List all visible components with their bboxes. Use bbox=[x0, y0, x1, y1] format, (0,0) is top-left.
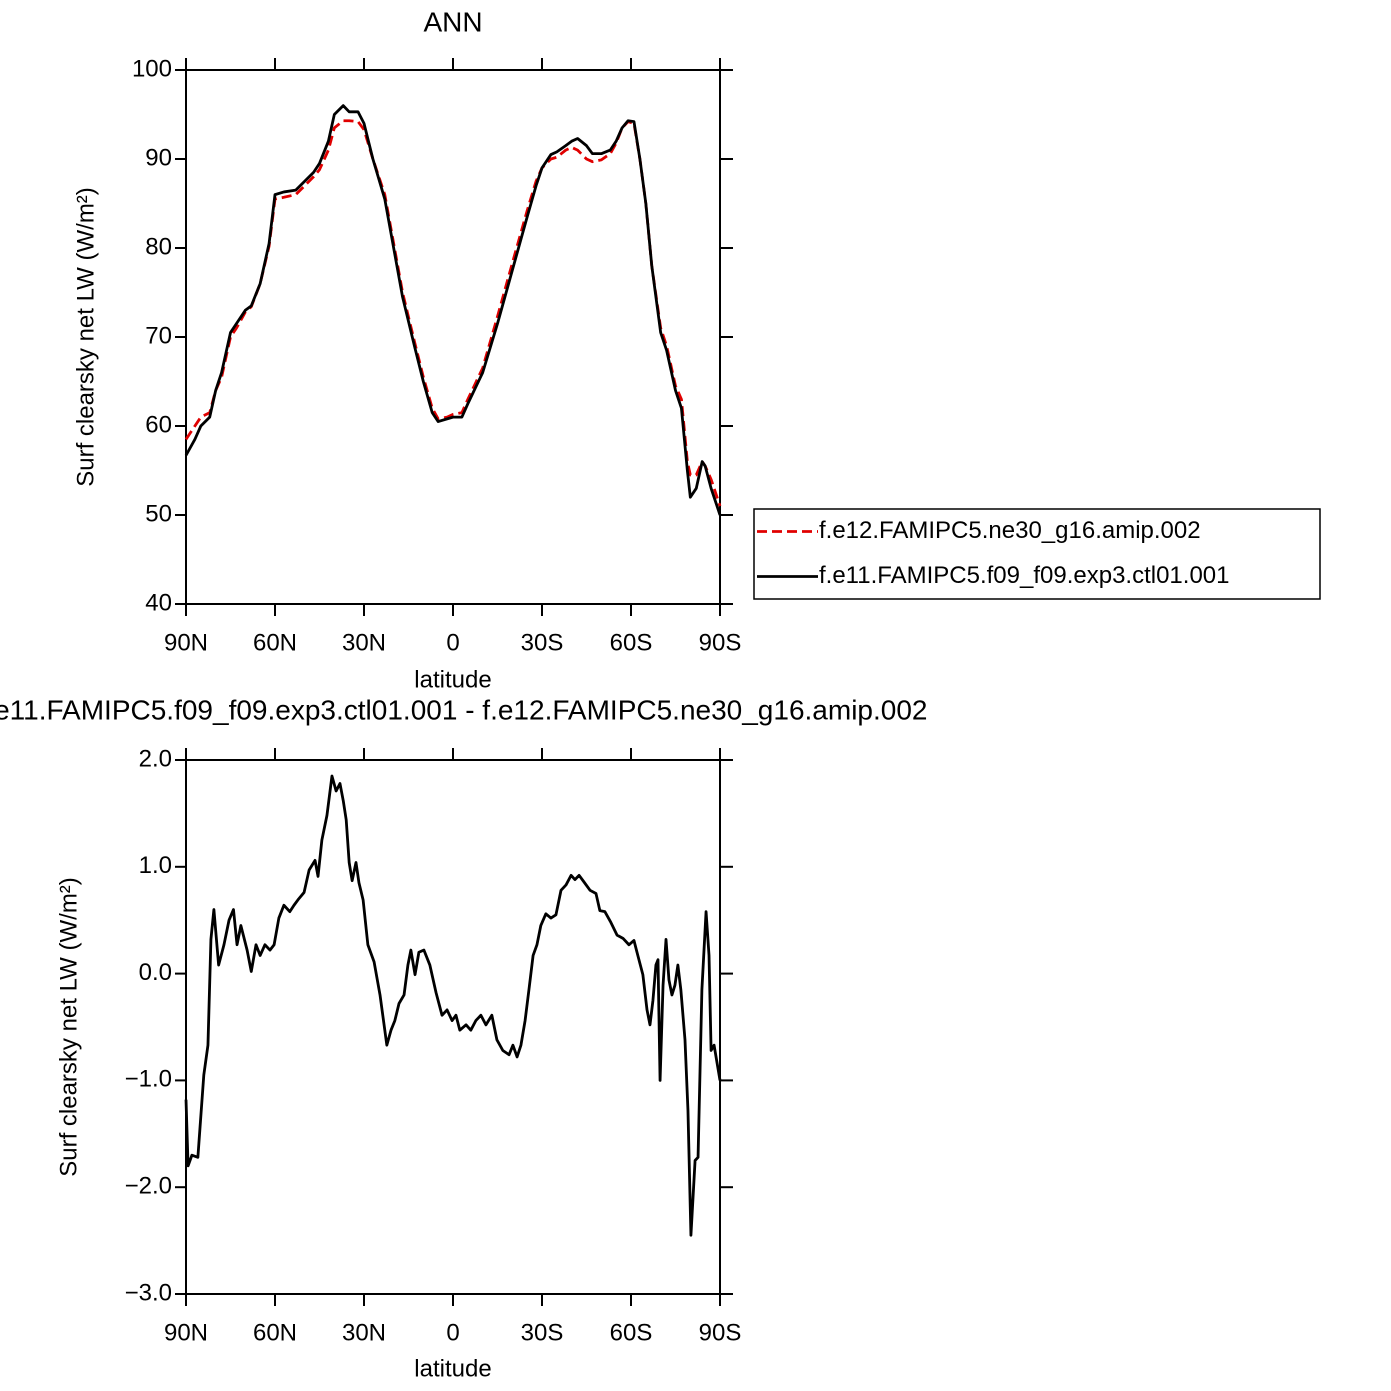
y-tick-label: 80 bbox=[145, 233, 172, 260]
y-tick-label: 60 bbox=[145, 411, 172, 438]
y-tick-label: 1.0 bbox=[139, 852, 172, 879]
chart-title: f.e11.FAMIPC5.f09_f09.exp3.ctl01.001 - f… bbox=[0, 694, 927, 725]
y-tick-label: 70 bbox=[145, 322, 172, 349]
y-tick-label: −3.0 bbox=[125, 1279, 172, 1306]
y-axis-label: Surf clearsky net LW (W/m²) bbox=[72, 187, 99, 487]
x-tick-label: 60N bbox=[253, 629, 297, 656]
data-line bbox=[184, 119, 722, 507]
x-tick-label: 90S bbox=[699, 1319, 742, 1346]
x-tick-label: 0 bbox=[446, 629, 459, 656]
x-tick-label: 30N bbox=[342, 629, 386, 656]
y-axis-label: Surf clearsky net LW (W/m²) bbox=[55, 877, 82, 1177]
x-tick-label: 30S bbox=[521, 1319, 564, 1346]
x-tick-label: 90S bbox=[699, 629, 742, 656]
x-tick-label: 0 bbox=[446, 1319, 459, 1346]
y-tick-label: 2.0 bbox=[139, 745, 172, 772]
x-tick-label: 60S bbox=[610, 629, 653, 656]
plot-frame bbox=[185, 69, 721, 605]
y-tick-label: 50 bbox=[145, 500, 172, 527]
data-line bbox=[184, 774, 722, 1237]
y-tick-label: 40 bbox=[145, 589, 172, 616]
x-axis-label: latitude bbox=[414, 1355, 491, 1382]
x-tick-label: 30N bbox=[342, 1319, 386, 1346]
legend-label: f.e11.FAMIPC5.f09_f09.exp3.ctl01.001 bbox=[819, 562, 1229, 589]
x-axis-label: latitude bbox=[414, 666, 491, 693]
y-tick-label: 90 bbox=[145, 144, 172, 171]
y-tick-label: −2.0 bbox=[125, 1173, 172, 1200]
legend-label: f.e12.FAMIPC5.ne30_g16.amip.002 bbox=[819, 517, 1201, 544]
y-tick-label: −1.0 bbox=[125, 1066, 172, 1093]
x-tick-label: 60N bbox=[253, 1319, 297, 1346]
x-tick-label: 90N bbox=[164, 1319, 208, 1346]
x-tick-label: 90N bbox=[164, 629, 208, 656]
plot-frame bbox=[185, 759, 721, 1295]
x-tick-label: 30S bbox=[521, 629, 564, 656]
x-tick-label: 60S bbox=[610, 1319, 653, 1346]
data-line bbox=[184, 104, 722, 516]
legend-box bbox=[753, 508, 1321, 600]
y-tick-label: 0.0 bbox=[139, 959, 172, 986]
chart-title: ANN bbox=[423, 6, 482, 37]
y-tick-label: 100 bbox=[132, 55, 172, 82]
